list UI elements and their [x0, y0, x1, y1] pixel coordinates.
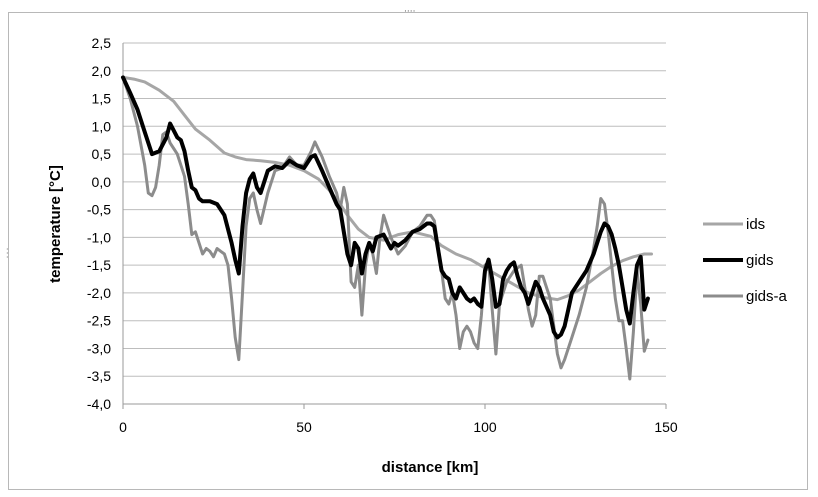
y-tick-label: 1,5	[92, 91, 112, 107]
y-axis-title: temperature [°C]	[47, 165, 64, 283]
y-tick-label: 1,0	[92, 118, 112, 134]
legend: ids gids gids-a	[703, 216, 788, 305]
chart-frame	[8, 12, 808, 490]
y-tick-label: -0,5	[87, 202, 111, 218]
y-tick-label: -2,5	[87, 313, 111, 329]
y-tick-label: 2,5	[92, 35, 112, 51]
x-tick-labels: 0 50 100 150	[119, 419, 678, 435]
series-line-ids	[121, 75, 653, 302]
top-resize-handle[interactable]: ····	[404, 7, 416, 17]
left-resize-handle[interactable]: · · ·	[6, 245, 9, 262]
x-axis-title: distance [km]	[382, 459, 479, 476]
legend-label-ids: ids	[746, 216, 765, 233]
x-tick-label: 50	[296, 419, 312, 435]
x-tick-label: 150	[654, 419, 678, 435]
series-line-gids-a	[121, 75, 650, 381]
y-tick-label: -1,0	[87, 229, 111, 245]
grid-lines	[122, 42, 667, 409]
y-tick-label: -4,0	[87, 396, 111, 412]
legend-label-gids-a: gids-a	[746, 288, 788, 305]
y-tick-label: -3,5	[87, 368, 111, 384]
series-line-gids	[121, 75, 650, 340]
y-tick-label: 0,0	[92, 174, 112, 190]
x-tick-label: 0	[119, 419, 127, 435]
y-tick-label: -2,0	[87, 285, 111, 301]
y-tick-labels: 2,5 2,0 1,5 1,0 0,5 0,0 -0,5 -1,0 -1,5 -2,0 -2,5 -3…	[87, 35, 111, 412]
x-tick-label: 100	[473, 419, 497, 435]
y-tick-label: 0,5	[92, 146, 112, 162]
y-tick-label: -3,0	[87, 340, 111, 356]
series-lines	[121, 75, 653, 381]
y-tick-label: -1,5	[87, 257, 111, 273]
y-tick-label: 2,0	[92, 63, 112, 79]
legend-label-gids: gids	[746, 252, 774, 269]
